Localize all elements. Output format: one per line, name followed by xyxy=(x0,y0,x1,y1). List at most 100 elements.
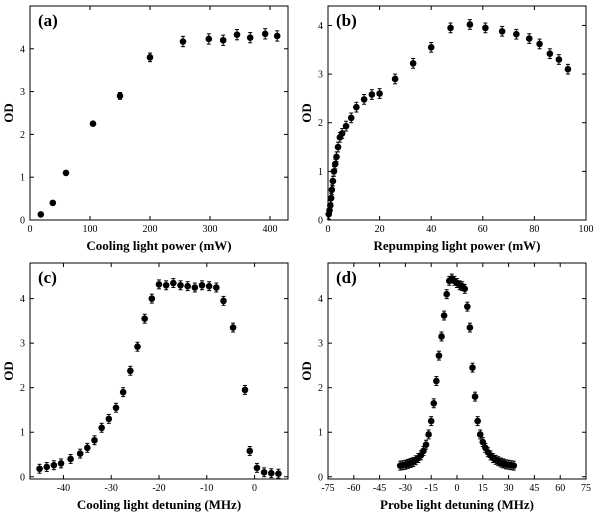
y-tick-label: 1 xyxy=(318,167,323,178)
x-tick-label: 60 xyxy=(478,224,488,235)
data-point xyxy=(433,377,440,385)
y-tick-label: 2 xyxy=(20,383,25,394)
data-point xyxy=(213,284,220,291)
x-tick-label: -10 xyxy=(200,483,213,494)
plot-frame xyxy=(29,5,289,221)
data-point xyxy=(427,44,435,51)
data-point xyxy=(334,143,342,151)
data-point xyxy=(536,40,543,48)
y-tick-label: 4 xyxy=(20,44,25,55)
data-point xyxy=(275,470,282,477)
data-point xyxy=(476,431,484,438)
data-point xyxy=(330,168,338,175)
data-point xyxy=(461,285,469,293)
y-tick-label: 0 xyxy=(318,472,323,483)
y-tick-label: 0 xyxy=(20,472,25,483)
data-point xyxy=(67,455,74,463)
y-tick-label: 3 xyxy=(318,339,323,350)
data-point xyxy=(219,36,227,44)
data-point xyxy=(241,386,249,394)
data-point xyxy=(469,364,476,371)
x-tick-label: 100 xyxy=(83,224,98,235)
data-point xyxy=(198,281,206,289)
data-point xyxy=(43,463,51,471)
data-point xyxy=(220,297,227,305)
data-point xyxy=(260,469,268,476)
x-tick-label: 200 xyxy=(143,224,158,235)
data-point xyxy=(360,96,368,103)
x-tick-label: -30 xyxy=(399,483,412,494)
x-tick-label: -45 xyxy=(373,483,386,494)
x-tick-label: 300 xyxy=(203,224,218,235)
x-tick-label: 45 xyxy=(529,483,539,494)
data-point xyxy=(435,352,443,359)
x-axis-label: Cooling light power (mW) xyxy=(86,238,231,253)
data-point xyxy=(205,35,213,43)
y-axis-label: OD xyxy=(1,361,16,381)
data-point xyxy=(62,169,70,177)
data-point xyxy=(177,281,184,289)
x-axis-label: Probe light detuning (MHz) xyxy=(380,497,534,512)
data-point xyxy=(474,417,481,425)
data-point xyxy=(510,462,518,469)
data-point xyxy=(76,450,84,457)
data-point xyxy=(443,290,450,298)
data-point xyxy=(155,281,163,288)
data-point xyxy=(246,34,254,41)
x-tick-label: -15 xyxy=(425,483,438,494)
x-tick-label: 15 xyxy=(478,483,488,494)
x-axis-label: Cooling light detuning (MHz) xyxy=(77,497,241,512)
x-tick-label: -30 xyxy=(105,483,118,494)
data-point xyxy=(447,24,454,32)
panel-label: (c) xyxy=(38,268,57,287)
data-point xyxy=(376,90,383,97)
data-point xyxy=(409,60,417,67)
data-point xyxy=(333,153,340,161)
x-tick-label: 80 xyxy=(529,224,539,235)
y-tick-label: 4 xyxy=(318,21,323,32)
data-point xyxy=(253,464,261,472)
data-point xyxy=(466,324,474,331)
data-point xyxy=(233,31,241,38)
data-point xyxy=(141,315,148,322)
data-point xyxy=(327,202,334,209)
data-point xyxy=(513,30,520,38)
data-point xyxy=(338,130,346,137)
data-point xyxy=(329,177,337,185)
data-point xyxy=(331,160,339,168)
data-point xyxy=(105,415,113,423)
data-point xyxy=(438,333,445,340)
data-point xyxy=(134,343,141,351)
y-tick-label: 4 xyxy=(20,294,25,305)
data-point xyxy=(50,461,58,469)
x-tick-label: 60 xyxy=(555,483,565,494)
y-tick-label: 2 xyxy=(318,383,323,394)
y-tick-label: 2 xyxy=(20,130,25,141)
x-tick-label: -20 xyxy=(152,483,165,494)
x-tick-label: 100 xyxy=(579,224,594,235)
x-tick-label: 20 xyxy=(375,224,385,235)
data-point xyxy=(146,54,154,61)
plot-frame xyxy=(327,262,587,480)
data-point xyxy=(482,24,489,32)
data-point xyxy=(342,122,350,130)
y-tick-label: 2 xyxy=(318,118,323,129)
y-tick-label: 3 xyxy=(318,70,323,81)
x-tick-label: 75 xyxy=(581,483,591,494)
data-point xyxy=(427,417,435,425)
data-point xyxy=(347,114,355,122)
data-point xyxy=(471,393,479,400)
y-tick-label: 3 xyxy=(20,87,25,98)
data-point xyxy=(440,312,448,319)
x-tick-label: 0 xyxy=(326,224,331,235)
panel-d: -75 -60 -45 -30 -15 0 15 30 45 60 75 0 1 2 3 4 Probe lig… xyxy=(299,262,591,512)
data-point xyxy=(37,211,45,218)
data-point xyxy=(116,92,124,100)
data-point xyxy=(564,65,572,73)
x-tick-label: -40 xyxy=(57,483,70,494)
y-axis-label: OD xyxy=(299,361,314,381)
data-point xyxy=(422,441,430,449)
data-point xyxy=(267,469,275,477)
y-tick-label: 3 xyxy=(20,339,25,350)
plot-frame xyxy=(327,5,587,221)
